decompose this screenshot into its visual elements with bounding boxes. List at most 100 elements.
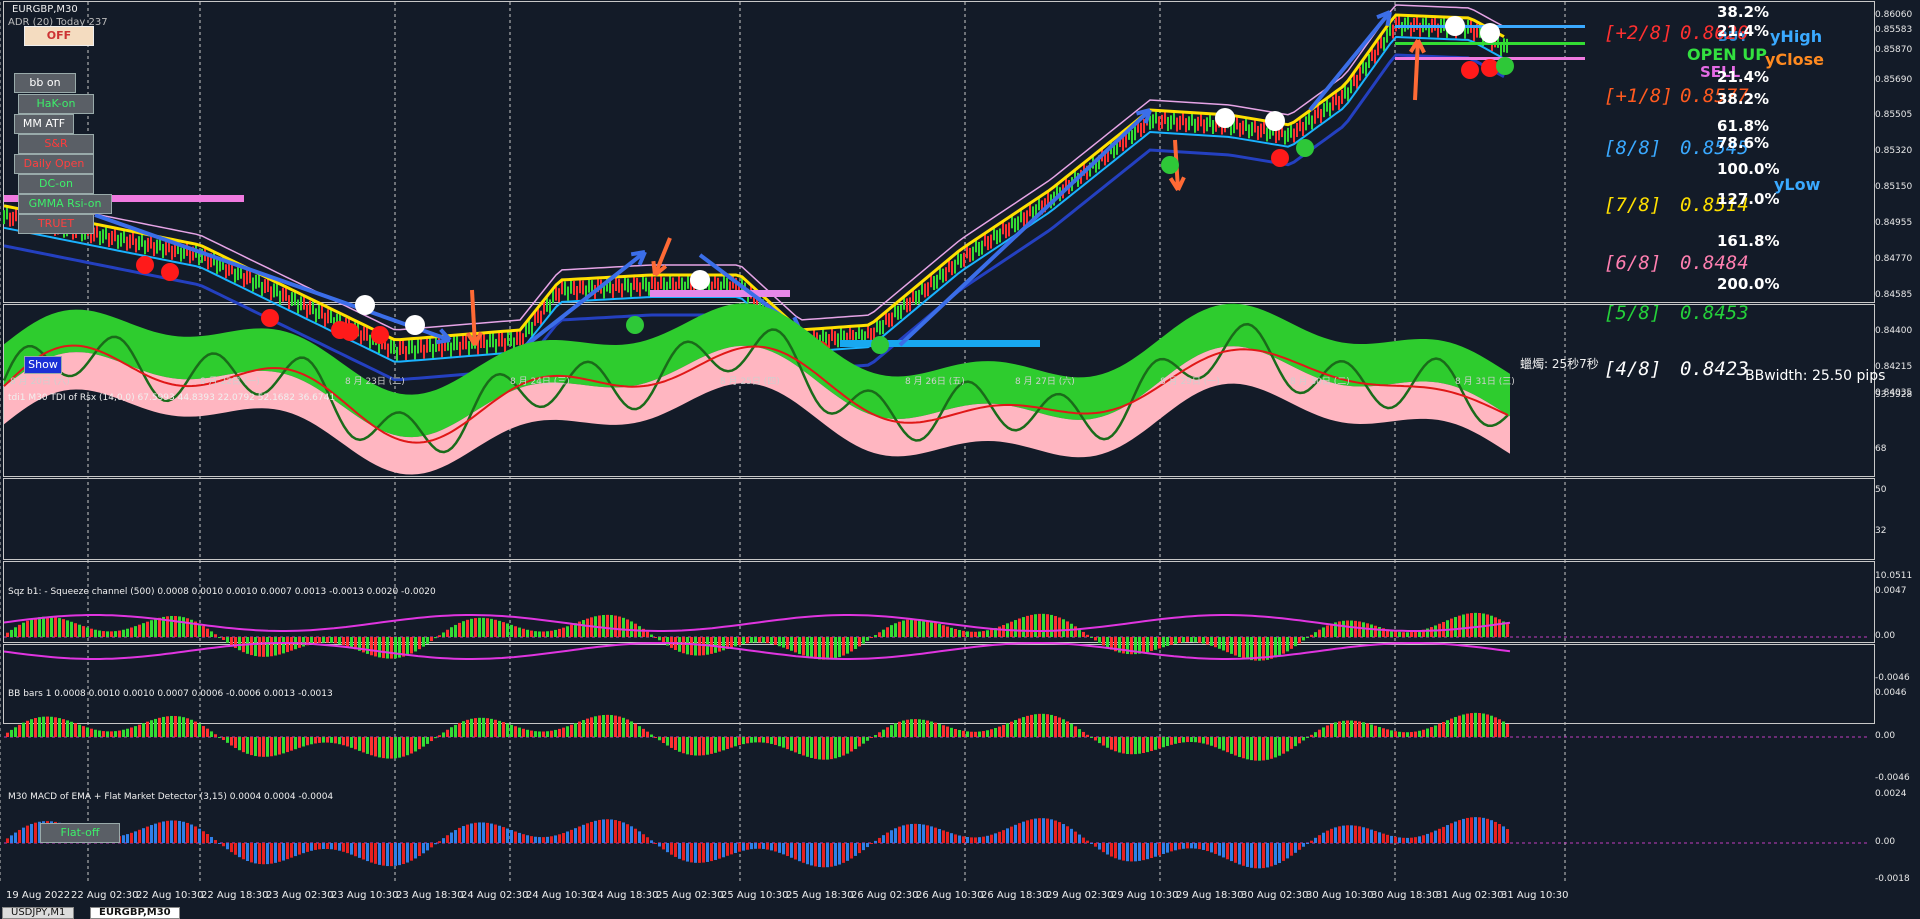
histogram-bar (1258, 637, 1261, 661)
histogram-bar (1322, 627, 1325, 637)
histogram-bar (922, 619, 925, 637)
histogram-bar (1010, 826, 1013, 843)
price-tick: 0.84400 (1875, 326, 1913, 336)
histogram-bar (694, 737, 697, 756)
signal-dot-white (1215, 108, 1235, 128)
histogram-bar (810, 737, 813, 758)
chart-tab[interactable]: EURGBP,M30 (90, 907, 180, 919)
histogram-bar (182, 617, 185, 637)
histogram-bar (674, 843, 677, 857)
histogram-bar (1434, 830, 1437, 843)
histogram-bar (1498, 619, 1501, 637)
histogram-bar (362, 637, 365, 653)
histogram-bar (1122, 637, 1125, 654)
histogram-bar (606, 819, 609, 843)
histogram-bar (450, 627, 453, 637)
dc-toggle-button[interactable]: DC-on (18, 174, 94, 194)
chart-tab[interactable]: USDJPY,M1 (2, 907, 75, 919)
histogram-bar (1022, 617, 1025, 637)
fib-level: 127.0% (1717, 190, 1780, 208)
histogram-bar (678, 843, 681, 859)
histogram-bar (1054, 616, 1057, 637)
histogram-bar (906, 619, 909, 637)
truet-button[interactable]: TRUET (18, 214, 94, 234)
histogram-bar (582, 824, 585, 843)
histogram-bar (1458, 715, 1461, 737)
histogram-bar (482, 717, 485, 737)
histogram-bar (950, 833, 953, 843)
macd-pane[interactable] (3, 644, 1875, 724)
histogram-bar (1146, 843, 1149, 860)
subwindow-tick: 0.00 (1875, 837, 1896, 847)
histogram-bar (1502, 721, 1505, 737)
histogram-bar (382, 637, 385, 659)
histogram-bar (130, 832, 133, 843)
histogram-bar (1382, 833, 1385, 843)
histogram-bar (306, 843, 309, 852)
histogram-bar (1302, 637, 1305, 641)
histogram-bar (726, 843, 729, 856)
histogram-bar (138, 724, 141, 737)
histogram-bar (1294, 843, 1297, 853)
hak-toggle-button[interactable]: HaK-on (18, 94, 94, 114)
histogram-bar (286, 637, 289, 653)
daily-open-button[interactable]: Daily Open (14, 154, 94, 174)
histogram-bar (1506, 723, 1509, 737)
trend-arrow (1308, 10, 1392, 112)
off-button[interactable]: OFF (24, 26, 94, 46)
histogram-bar (90, 628, 93, 637)
flat-toggle-button[interactable]: Flat-off (40, 823, 120, 843)
histogram-bar (1094, 737, 1097, 741)
bb-bars-title: BB bars 1 0.0008 0.0010 0.0010 0.0007 0.… (8, 689, 333, 699)
histogram-bar (614, 715, 617, 737)
histogram-bar (1422, 629, 1425, 637)
histogram-bar (1334, 827, 1337, 843)
squeeze-pane[interactable] (3, 478, 1875, 560)
histogram-bar (258, 637, 261, 657)
histogram-bar (670, 737, 673, 748)
histogram-bar (1166, 843, 1169, 853)
time-label: 26 Aug 02:30 (851, 890, 919, 901)
tdi-title: tdi1 M30 TDI of Rsx (14,0,0) 67.5993 44.… (8, 393, 336, 403)
histogram-bar (542, 837, 545, 843)
histogram-bar (1390, 835, 1393, 843)
fib-level: 100.0% (1717, 160, 1780, 178)
histogram-bar (410, 737, 413, 754)
histogram-bar (1262, 637, 1265, 661)
histogram-bar (246, 843, 249, 862)
mm-atf-button[interactable]: MM ATF (14, 114, 74, 134)
histogram-bar (1422, 729, 1425, 737)
show-button[interactable]: Show (24, 356, 62, 374)
murrey-value: 0.8514 (1680, 194, 1749, 216)
histogram-bar (1394, 731, 1397, 737)
histogram-bar (570, 829, 573, 843)
main-chart-pane[interactable] (3, 1, 1875, 303)
histogram-bar (402, 737, 405, 757)
histogram-bar (1406, 632, 1409, 637)
histogram-bar (738, 843, 741, 852)
histogram-bar (522, 628, 525, 637)
histogram-bar (854, 637, 857, 650)
histogram-bar (474, 718, 477, 737)
histogram-bar (458, 622, 461, 637)
histogram-bar (1134, 637, 1137, 655)
gmma-rsi-button[interactable]: GMMA Rsi-on (18, 194, 112, 214)
histogram-bar (1086, 634, 1089, 637)
subwindow-tick: 68 (1875, 444, 1887, 454)
histogram-bar (834, 637, 837, 659)
histogram-bar (822, 843, 825, 868)
histogram-bar (482, 822, 485, 843)
histogram-bar (242, 737, 245, 753)
price-tick: 0.85320 (1875, 146, 1913, 156)
histogram-bar (434, 843, 437, 845)
histogram-bar (962, 730, 965, 737)
histogram-bar (1486, 818, 1489, 843)
histogram-bar (858, 637, 861, 647)
sr-toggle-button[interactable]: S&R (18, 134, 94, 154)
histogram-bar (1178, 637, 1181, 644)
bb-toggle-button[interactable]: bb on (14, 73, 76, 93)
histogram-bar (622, 822, 625, 843)
histogram-bar (1374, 725, 1377, 737)
histogram-bar (882, 729, 885, 737)
histogram-bar (1382, 728, 1385, 737)
